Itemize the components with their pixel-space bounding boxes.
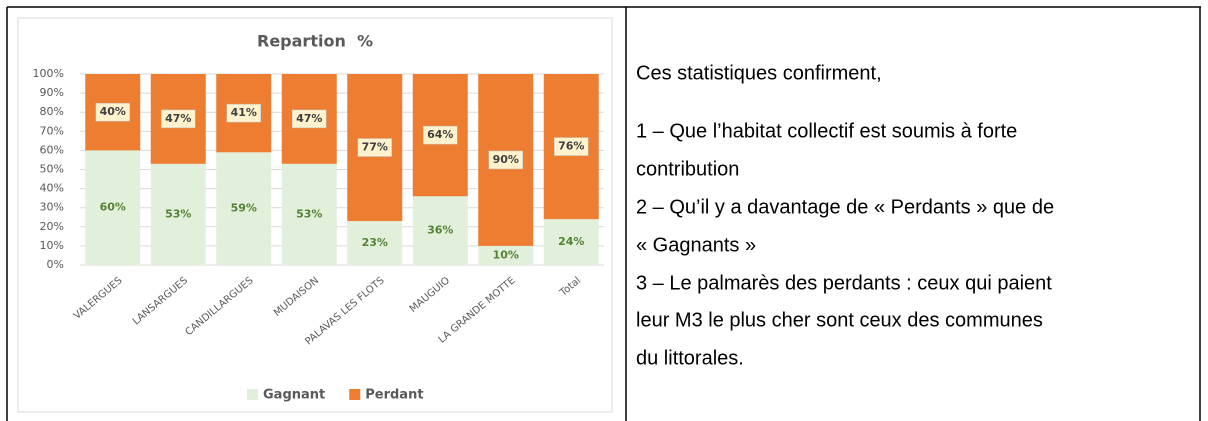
data-label: 90% [493,153,519,166]
y-tick-label: 20% [40,220,64,233]
data-label-box [357,138,392,157]
data-label: 47% [165,112,191,125]
legend-label: Perdant [365,388,423,403]
data-label-box [95,102,130,122]
y-tick-label: 10% [40,239,64,252]
y-tick-label: 30% [40,201,64,214]
body-text: contribution [636,158,739,180]
data-label: 53% [296,207,322,220]
data-label: 59% [231,202,257,215]
body-text: 2 – Qu’il y a davantage de « Perdants » … [636,196,1054,218]
data-label: 41% [231,106,257,119]
y-tick-label: 90% [40,86,64,99]
data-label-box [488,150,523,170]
data-label: 10% [493,248,519,261]
data-label: 36% [427,224,453,237]
data-label-box [161,109,196,129]
y-tick-label: 0% [47,258,64,271]
data-label: 64% [427,128,453,141]
bar-segment [412,196,468,265]
body-text: du littorales. [636,347,744,369]
body-text: « Gagnants » [636,234,756,256]
data-label: 40% [100,105,126,118]
y-tick-label: 70% [40,124,64,137]
data-label: 53% [165,207,191,220]
y-tick-label: 50% [40,163,64,176]
body-text: 1 – Que l’habitat collectif est soumis à… [636,120,1017,142]
bar-segment [150,163,206,265]
y-tick-label: 80% [40,105,64,118]
bar-segment [216,152,272,265]
bar-segment [85,150,141,265]
legend-swatch [349,389,361,400]
data-label-box [554,137,589,156]
bar-segment [478,245,534,265]
data-label-box [423,125,458,145]
bar-segment [543,219,599,265]
data-label: 77% [362,141,388,154]
body-text: leur M3 le plus cher sont ceux des commu… [636,309,1043,331]
y-tick-label: 100% [33,67,64,80]
data-label: 47% [296,112,322,125]
data-label-box [226,103,261,123]
data-label: 24% [558,235,584,248]
chart-title: Repartion % [257,32,373,51]
data-label: 23% [362,236,388,249]
y-tick-label: 40% [40,182,64,195]
data-label: 76% [558,140,584,153]
legend-label: Gagnant [263,388,325,403]
body-text: Ces statistiques confirment, [636,62,882,84]
body-text: 3 – Le palmarès des perdants : ceux qui … [636,272,1052,294]
data-label-box [292,109,327,129]
data-label: 60% [100,201,126,214]
y-tick-label: 60% [40,143,64,156]
legend-swatch [247,389,258,400]
bar-segment [347,221,403,265]
bar-segment [281,163,337,265]
